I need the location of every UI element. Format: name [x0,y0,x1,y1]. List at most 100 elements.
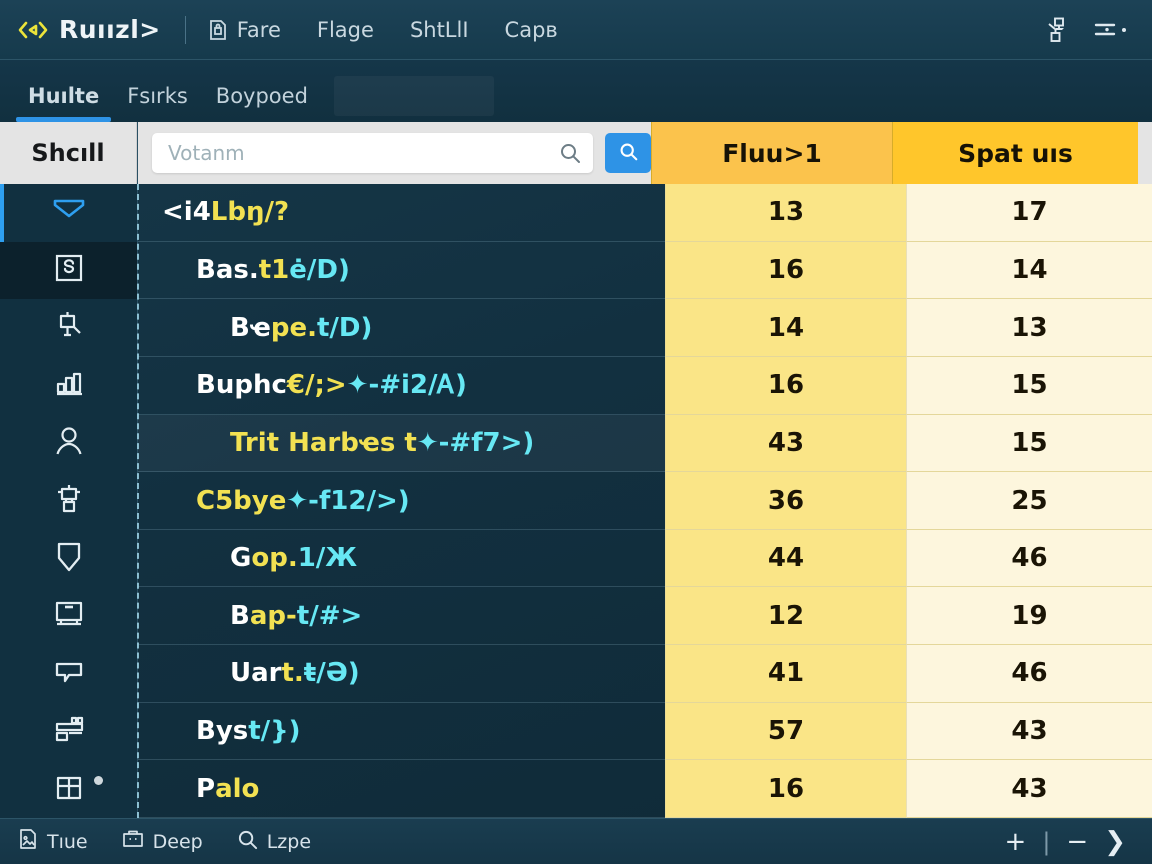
sidebar-items [0,184,137,818]
speech-bubble-icon [53,659,85,689]
status-bar: Tıue Deep Lzpe + | − ❯ [0,818,1152,864]
search-button[interactable] [605,133,651,173]
top-nav-item-fare[interactable]: Fare [208,18,281,42]
document-lock-icon [208,19,228,41]
top-nav-item-shtlli[interactable]: ShtLlI [410,18,469,42]
row-token: t1 [258,254,290,285]
next-button[interactable]: ❯ [1104,826,1126,857]
table-row[interactable]: Buphc €/;> ✦-#i2/Ꭺ) 16 15 [138,356,1152,415]
row-token: ✦-#i2/Ꭺ) [346,369,467,400]
data-table: Fluu>1 Spat uıs <i4Lbŋ/?1317Bas.t1ė/D)16… [138,122,1152,819]
sidebar-item-lamp[interactable] [0,299,137,357]
status-item-tiue[interactable]: Tıue [18,828,88,855]
zoom-in-button[interactable]: + [1004,826,1027,857]
row-token: ✦-#f7>) [416,427,535,458]
cell-flow: 43 [665,414,906,473]
row-token: G [230,543,252,574]
list-options-icon[interactable] [1094,20,1128,40]
branch-merge-icon[interactable] [1044,17,1068,43]
mail-envelope-icon [52,197,86,229]
cell-flow: 16 [665,760,906,819]
row-token: ✦-f12/>) [286,485,410,516]
top-nav-item-flage[interactable]: Flage [317,18,374,42]
row-token: Bys [196,716,249,747]
layout-grid-icon [53,715,85,749]
row-token: Uar [230,658,282,689]
cell-flow: 57 [665,702,906,761]
cell-flow: 41 [665,645,906,703]
sidebar-item-dashboard[interactable] [0,760,137,818]
cell-status: 17 [906,184,1152,242]
table-row[interactable]: Bҽ pe. t/D) 14 13 [138,299,1152,357]
table-row[interactable]: Bys t/}) 57 43 [138,702,1152,761]
row-token: <i4 [162,197,211,228]
row-token: Bҽ [230,312,271,343]
zoom-out-button[interactable]: − [1066,826,1089,857]
sidebar-header: Shcıll [0,122,137,184]
search-icon [559,142,581,164]
tab-fsirks[interactable]: Fsırks [113,84,202,122]
row-token: Buphc [196,370,287,401]
tab-bar: Huılte Fsırks Boypoed [0,60,1152,122]
row-token: alo [215,773,260,804]
image-file-icon [18,828,38,855]
cell-status: 46 [906,529,1152,588]
table-row[interactable]: Bas. t1 ė/D) 16 14 [138,241,1152,300]
sidebar-item-chart[interactable] [0,357,137,415]
row-token: t/#> [296,600,363,631]
sidebar-item-comment[interactable] [0,645,137,703]
toolbox-icon [122,829,144,854]
sidebar-item-robot[interactable] [0,472,137,530]
row-token: Lbŋ/? [210,197,290,228]
table-row[interactable]: C5bye ✦-f12/>) 36 25 [138,472,1152,530]
monitor-icon [53,599,85,633]
table-row-label: <i4 Lbŋ/? [138,184,665,242]
table-row[interactable]: Trit Harbҽs t ✦-#f7>) 43 15 [138,414,1152,473]
cell-flow: 12 [665,587,906,646]
top-nav-label: Capв [504,17,558,42]
table-row-label: Bҽ pe. t/D) [138,299,665,357]
sidebar-item-layout[interactable] [0,703,137,761]
status-bar-controls: + | − ❯ [1005,828,1134,856]
cell-status: 25 [906,472,1152,530]
sidebar-item-mail[interactable] [0,184,137,242]
sidebar: Shcıll [0,122,139,818]
column-header-flow[interactable]: Fluu>1 [651,122,892,184]
top-nav-label: Flage [316,17,374,42]
user-person-icon [54,425,84,461]
top-nav-label: Fare [236,17,281,42]
table-row[interactable]: Uar t. ŧ/Ә) 41 46 [138,645,1152,703]
row-token: 1/Ж [297,543,358,574]
sidebar-item-monitor[interactable] [0,587,137,645]
tab-huilte[interactable]: Huılte [14,84,113,122]
brand-title: Ruıızl> [59,15,161,44]
cell-status: 15 [906,356,1152,415]
status-item-lzpe[interactable]: Lzpe [237,829,311,855]
boxed-s-icon [54,253,84,287]
row-token: t/}) [248,716,301,747]
search-field[interactable] [152,133,593,173]
brand[interactable]: Ruıızl> [16,15,161,44]
search-input[interactable] [168,141,559,165]
top-nav-item-capv[interactable]: Capв [505,18,558,42]
cell-status: 19 [906,587,1152,646]
dashboard-icon [53,772,85,806]
row-token: P [196,773,216,804]
status-item-deep[interactable]: Deep [122,829,203,854]
column-header-status[interactable]: Spat uıs [892,122,1138,184]
tab-boypoed[interactable]: Boypoed [202,84,322,122]
sidebar-item-user[interactable] [0,415,137,473]
sidebar-item-shield[interactable] [0,530,137,588]
shield-icon [54,540,84,578]
cell-flow: 13 [665,184,906,242]
status-label: Tıue [47,830,88,853]
search-icon [619,142,638,164]
table-row[interactable]: <i4 Lbŋ/? 13 17 [138,184,1152,242]
top-nav: Fare Flage ShtLlI Capв [208,18,558,42]
sidebar-item-boxed-s[interactable] [0,241,137,300]
